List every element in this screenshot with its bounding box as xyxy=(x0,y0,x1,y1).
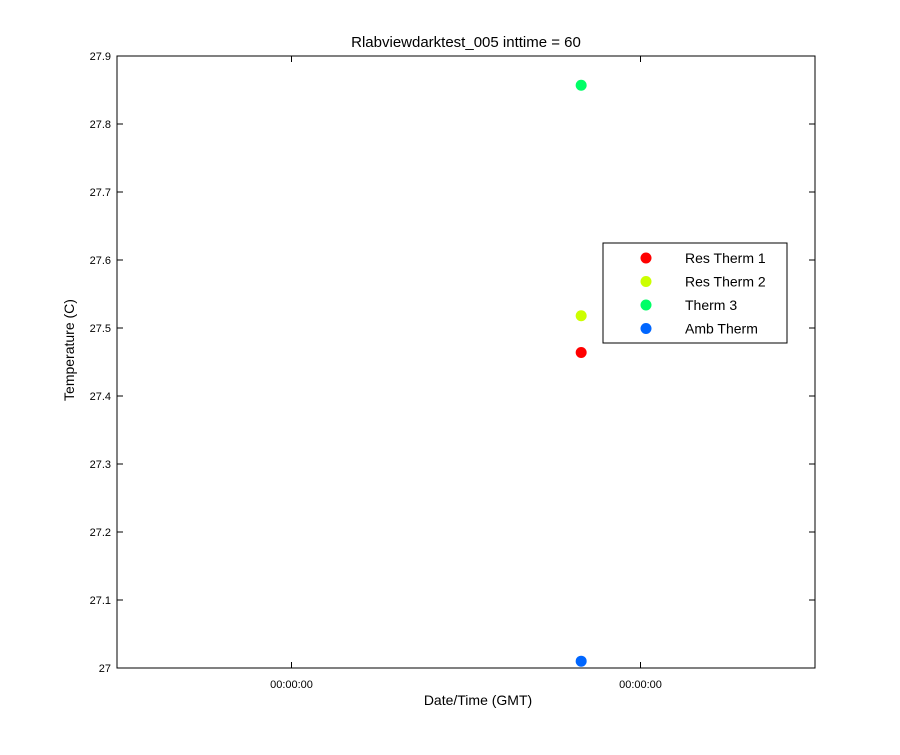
y-tick-label: 27.7 xyxy=(90,187,111,199)
y-tick-label: 27.5 xyxy=(90,323,111,335)
y-tick-label: 27.1 xyxy=(90,595,111,607)
x-axis-label: Date/Time (GMT) xyxy=(424,692,532,708)
x-tick-label: 00:00:00 xyxy=(619,679,662,691)
legend-label: Res Therm 2 xyxy=(685,274,766,290)
y-tick-label: 27.2 xyxy=(90,527,111,539)
legend-marker xyxy=(640,252,652,264)
legend: Res Therm 1 Res Therm 2 Therm 3 Amb Therm xyxy=(602,242,788,344)
plot-area xyxy=(116,55,816,669)
data-point xyxy=(575,655,587,667)
data-point xyxy=(575,79,587,91)
y-axis-label: Temperature (C) xyxy=(61,299,77,401)
chart-title: Rlabviewdarktest_005 inttime = 60 xyxy=(351,34,581,51)
legend-label: Amb Therm xyxy=(685,321,758,337)
y-tick-label: 27.9 xyxy=(90,51,111,63)
y-tick-label: 27.8 xyxy=(90,119,111,131)
legend-marker xyxy=(640,323,652,334)
legend-label: Therm 3 xyxy=(685,297,737,313)
data-point xyxy=(575,346,587,358)
y-tick-label: 27.4 xyxy=(90,391,111,403)
legend-marker xyxy=(640,276,652,287)
y-tick-label: 27.6 xyxy=(90,255,111,267)
y-axis-ticks: 27 27.1 27.2 27.3 27.4 27.5 27.6 27.7 27.8 27.9 xyxy=(90,51,815,675)
legend-label: Res Therm 1 xyxy=(685,250,766,266)
legend-box xyxy=(602,242,788,344)
legend-marker xyxy=(640,299,652,311)
data-points xyxy=(575,79,587,667)
data-point xyxy=(575,310,587,322)
y-tick-label: 27.3 xyxy=(90,459,111,471)
y-tick-label: 27 xyxy=(99,663,111,675)
x-tick-label: 00:00:00 xyxy=(270,679,313,691)
